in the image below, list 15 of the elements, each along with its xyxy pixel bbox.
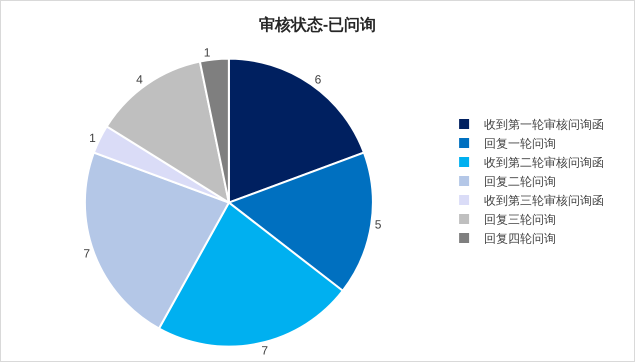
- legend-label: 回复三轮问询: [484, 212, 556, 227]
- data-label: 7: [261, 343, 268, 358]
- legend-label: 回复一轮问询: [484, 136, 556, 151]
- legend-label: 回复四轮问询: [484, 232, 556, 246]
- data-label: 1: [204, 45, 211, 60]
- data-label: 6: [314, 72, 322, 87]
- legend-label: 收到第二轮审核问询函: [484, 156, 604, 170]
- data-label: 5: [374, 218, 382, 232]
- legend-label: 收到第一轮审核问询函: [484, 118, 604, 132]
- legend-label: 回复二轮问询: [484, 174, 556, 189]
- data-label: 7: [83, 246, 90, 260]
- data-label: 1: [89, 130, 96, 145]
- legend-label: 收到第三轮审核问询函: [484, 194, 604, 208]
- data-label: 4: [136, 72, 144, 87]
- chart-title: 审核状态-已问询: [258, 15, 376, 34]
